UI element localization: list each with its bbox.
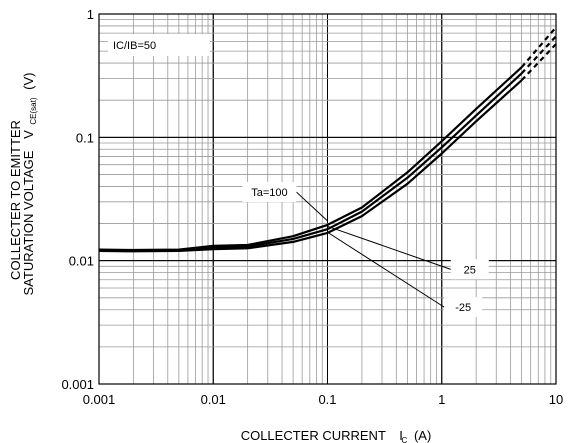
x-tick-label: 10 [549,392,563,407]
y-axis-unit: (V) [21,73,36,90]
grid-layer [98,13,557,385]
annotation-label: -25 [455,302,471,314]
x-axis-symbol-subscript: C [402,436,408,443]
annotation-label: Ta=100 [251,187,287,199]
y-axis-title-line2-text: SATURATION VOLTAGE [21,150,36,295]
series-line [98,79,523,253]
y-axis-symbol: V [21,130,36,139]
y-axis-title-line1: COLLECTER TO EMITTER [8,120,23,280]
series-layer [98,26,557,253]
plot-frame [98,13,557,385]
annotation-leader [296,191,328,222]
x-axis-title: COLLECTER CURRENT I C (A) [241,428,432,443]
series-line [98,66,523,252]
annotation-box [444,297,483,318]
annotation-layer: Ta=100 25 -25 [242,182,489,318]
x-axis-symbol: I [399,428,403,443]
annotation-leader [327,225,451,270]
tick-layer: 0.001 0.01 0.1 1 10 0.001 0.01 0.1 1 [61,7,563,407]
y-axis-symbol-subscript: CE(sat) [29,97,38,124]
y-tick-label: 0.1 [76,130,94,145]
y-tick-label: 1 [87,7,94,22]
x-axis-unit: (A) [414,428,431,443]
y-tick-label: 0.01 [69,254,94,269]
y-axis-title-line2: SATURATION VOLTAGE V CE(sat) (V) [21,73,39,296]
annotation-label: 25 [464,264,476,276]
x-tick-label: 1 [438,392,445,407]
condition-label-box [108,34,210,56]
annotation-leader [327,231,445,308]
x-tick-label: 0.001 [83,392,116,407]
y-tick-label: 0.001 [61,377,94,392]
y-axis-title: COLLECTER TO EMITTER SATURATION VOLTAGE … [8,73,39,296]
x-tick-label: 0.01 [201,392,226,407]
x-tick-label: 0.1 [318,392,336,407]
annotation-box [450,259,489,280]
condition-label: IC/IB=50 [113,40,156,52]
annotation-box [242,182,297,203]
x-axis-title-text: COLLECTER CURRENT [241,428,386,443]
